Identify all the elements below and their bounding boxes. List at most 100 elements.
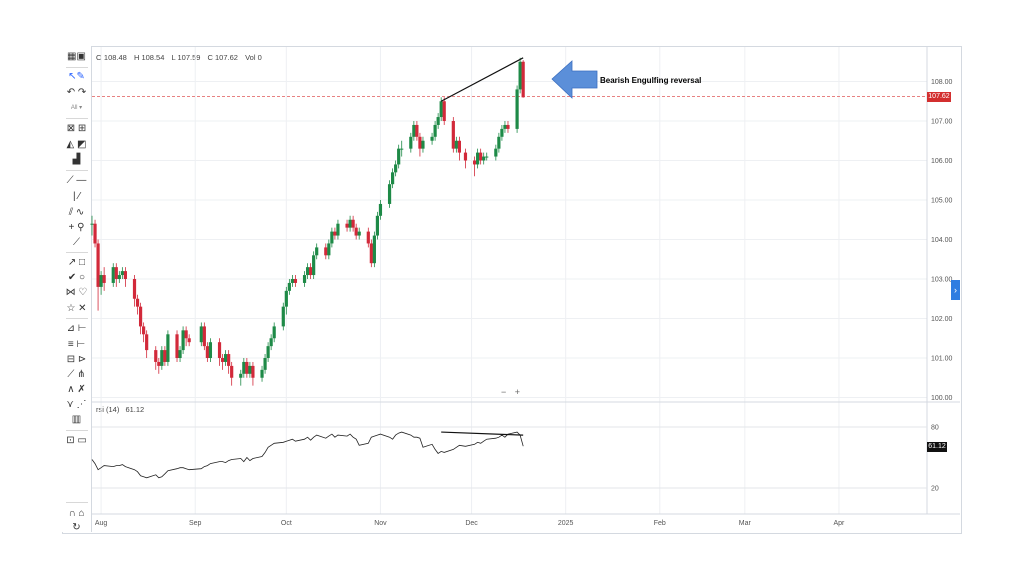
candle-body xyxy=(494,148,498,157)
undo-redo-icon[interactable]: ↶ ↷ xyxy=(66,87,87,98)
last-price-tag: 107.62 xyxy=(927,92,951,102)
candle-body xyxy=(463,152,468,161)
candle-body xyxy=(433,124,437,137)
candle-body xyxy=(178,350,182,358)
candle-body xyxy=(436,117,440,125)
y-tick-label: 103.00 xyxy=(931,277,953,284)
elliott-icon[interactable]: ⋎ ⋰ xyxy=(66,399,87,410)
bowtie-icon[interactable]: ⋈ ♡ xyxy=(65,287,88,298)
x-tick-label: 2025 xyxy=(558,520,574,527)
candle-body xyxy=(202,326,206,347)
y-tick-label: 107.00 xyxy=(931,119,953,126)
ohlc-legend: O 108.48 H 108.54 L 107.59 C 107.62 Vol … xyxy=(96,53,267,62)
gann-icon[interactable]: ⊟ ⊳ xyxy=(66,354,87,365)
candle-body xyxy=(333,231,337,236)
candle-body xyxy=(111,267,115,283)
x-tick-label: Sep xyxy=(189,520,202,527)
candle-body xyxy=(439,101,443,118)
y-tick-label: 108.00 xyxy=(931,79,953,86)
measure-icon[interactable]: ⊿ ⊢ xyxy=(66,323,87,334)
x-tick-label: Nov xyxy=(374,520,387,527)
y-tick-label: 106.00 xyxy=(931,158,953,165)
cursor-icon[interactable]: ↖✎ xyxy=(68,71,85,82)
candle-body xyxy=(184,330,188,339)
zoom-controls: − + xyxy=(498,387,523,397)
candle-body xyxy=(163,350,167,362)
layout-icon[interactable]: ▦▣ xyxy=(67,51,86,62)
candle-body xyxy=(293,279,298,283)
y-tick-label: 104.00 xyxy=(931,237,953,244)
candle-body xyxy=(421,140,425,149)
ruler-icon[interactable]: ▥ xyxy=(71,414,82,425)
candle-body xyxy=(336,223,340,236)
toolbar-divider xyxy=(66,318,88,319)
volume-icon[interactable]: ▟ xyxy=(72,154,81,165)
pen-icon[interactable]: ⟋ xyxy=(73,237,80,248)
candle-body xyxy=(366,231,370,244)
candle-body xyxy=(430,136,434,141)
rsi-level-label: 20 xyxy=(931,486,939,493)
wave-icon[interactable]: ∧ ✗ xyxy=(67,384,86,395)
expand-panel-button[interactable]: › xyxy=(951,280,960,300)
annotation-arrow xyxy=(551,60,598,99)
y-tick-label: 101.00 xyxy=(931,356,953,363)
candle-body xyxy=(187,338,191,343)
x-tick-label: Mar xyxy=(739,520,752,527)
candle-body xyxy=(476,152,480,165)
candle-body xyxy=(442,101,446,121)
candle-body xyxy=(157,361,161,366)
candle-body xyxy=(454,140,458,149)
candle-body xyxy=(348,219,352,228)
candle-body xyxy=(479,152,483,161)
candle-body xyxy=(357,231,361,236)
candle-body xyxy=(199,326,203,343)
rsi-divergence-line xyxy=(441,431,524,436)
resistance-trendline xyxy=(440,57,524,102)
low-value: L 107.59 xyxy=(171,53,201,62)
zoom-out-button[interactable]: − xyxy=(501,387,507,397)
lines-icon[interactable]: ≡ ⊢ xyxy=(67,339,86,350)
candle-body xyxy=(175,334,179,358)
candle-body xyxy=(345,223,349,228)
range-select[interactable]: All ▾ xyxy=(70,105,83,111)
trendline-icon[interactable]: ⟋ — xyxy=(66,175,87,186)
candle-body xyxy=(451,121,455,149)
candle-body xyxy=(482,156,486,161)
fib-icon[interactable]: ◭ ◩ xyxy=(66,139,87,150)
pitchfork-icon[interactable]: ⟋ ⋔ xyxy=(67,369,86,380)
candle-body xyxy=(351,219,355,228)
ray-icon[interactable]: | ⁄ xyxy=(72,191,81,202)
candle-body xyxy=(518,61,522,90)
star-icon[interactable]: ☆ ✕ xyxy=(66,303,87,314)
candle-body xyxy=(205,346,209,358)
x-tick-label: Oct xyxy=(281,520,292,527)
candle-body xyxy=(138,306,143,327)
candle-body xyxy=(117,275,121,279)
candle-body xyxy=(160,350,164,366)
y-tick-label: 100.00 xyxy=(931,395,953,402)
x-tick-label: Dec xyxy=(465,520,478,527)
candle-body xyxy=(378,203,383,216)
annotation-text: Bearish Engulfing reversal xyxy=(600,76,702,85)
crosshair-icon[interactable]: + ⚲ xyxy=(68,222,85,233)
text-icon[interactable]: ⊡ ▭ xyxy=(66,435,87,446)
candle-body xyxy=(315,247,319,256)
magnet-icon[interactable]: ∩ ⌂ xyxy=(68,508,85,519)
drawing-toolbar: ▦▣ ↖✎ ↶ ↷ All ▾ ⊠ ⊞ ◭ ◩ ▟ ⟋ — | ⁄ ⫽ ∿ + … xyxy=(62,46,92,533)
check-icon[interactable]: ✔ ○ xyxy=(67,272,86,283)
rsi-value-tag: 61.12 xyxy=(927,442,947,452)
candle-body xyxy=(302,275,307,283)
arrow-icon[interactable]: ↗ □ xyxy=(67,257,86,268)
candle-body xyxy=(485,156,489,158)
candle-body xyxy=(102,275,106,283)
candle-body xyxy=(230,365,234,378)
reset-icon[interactable]: ↻ xyxy=(72,522,81,533)
indicator-icon[interactable]: ⊠ ⊞ xyxy=(66,123,87,134)
y-tick-label: 105.00 xyxy=(931,198,953,205)
candle-body xyxy=(166,334,170,362)
rsi-name: rsi (14) xyxy=(96,405,120,414)
candle-body xyxy=(290,279,294,283)
channel-icon[interactable]: ⫽ ∿ xyxy=(68,207,85,218)
zoom-in-button[interactable]: + xyxy=(514,387,521,397)
